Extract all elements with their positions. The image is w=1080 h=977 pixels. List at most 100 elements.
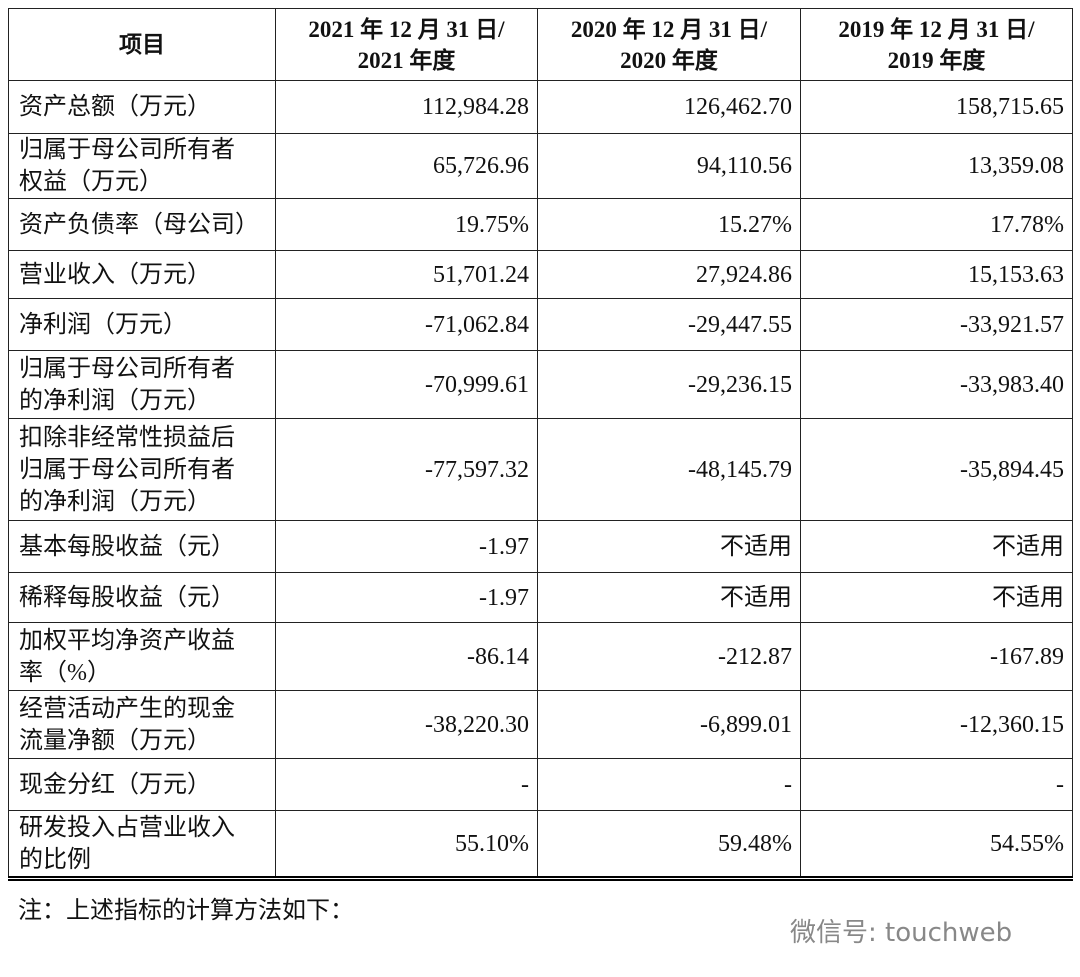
row-label: 研发投入占营业收入 的比例 [8, 810, 276, 879]
row-label: 资产总额（万元） [8, 80, 276, 134]
value-cell: 59.48% [537, 810, 801, 879]
cell-line: 研发投入占营业收入 [19, 814, 235, 841]
table-row: 资产负债率（母公司） 19.75% 15.27% 17.78% [8, 198, 1073, 251]
value-cell: - [537, 758, 801, 811]
value-cell: -35,894.45 [800, 418, 1073, 521]
cell-line: 的净利润（万元） [19, 488, 211, 515]
cell-line: 2021 年 12 月 31 日/ [308, 16, 505, 42]
value-cell: - [800, 758, 1073, 811]
cell-line: 经营活动产生的现金 [19, 695, 235, 722]
value-cell: 17.78% [800, 198, 1073, 251]
cell-line: 扣除非经常性损益后 [19, 424, 235, 451]
value-cell: 55.10% [275, 810, 538, 879]
value-cell: 不适用 [537, 520, 801, 573]
table-row: 稀释每股收益（元） -1.97 不适用 不适用 [8, 572, 1073, 623]
cell-line: 率（%） [19, 659, 111, 686]
header-row: 项目 2021 年 12 月 31 日/2021 年度 2020 年 12 月 31… [8, 8, 1073, 81]
header-cell: 项目 [8, 8, 276, 81]
cell-line: 2021 年度 [357, 47, 456, 73]
value-cell: -86.14 [275, 622, 538, 691]
cell-line: 稀释每股收益（元） [19, 584, 235, 611]
value-cell: 126,462.70 [537, 80, 801, 134]
table-row: 基本每股收益（元） -1.97 不适用 不适用 [8, 520, 1073, 573]
cell-line: 2020 年度 [620, 47, 718, 73]
value-cell: -33,921.57 [800, 298, 1073, 351]
cell-line: 营业收入（万元） [19, 261, 211, 288]
value-cell: -1.97 [275, 572, 538, 623]
value-cell: 112,984.28 [275, 80, 538, 134]
value-cell: -29,447.55 [537, 298, 801, 351]
value-cell: -71,062.84 [275, 298, 538, 351]
header-cell: 2019 年 12 月 31 日/2019 年度 [800, 8, 1073, 81]
row-label: 稀释每股收益（元） [8, 572, 276, 623]
cell-line: 基本每股收益（元） [19, 533, 235, 560]
header-cell: 2021 年 12 月 31 日/2021 年度 [275, 8, 538, 81]
row-label: 现金分红（万元） [8, 758, 276, 811]
table-row: 归属于母公司所有者 的净利润（万元） -70,999.61 -29,236.15 -33… [8, 350, 1073, 419]
row-label: 净利润（万元） [8, 298, 276, 351]
value-cell: - [275, 758, 538, 811]
value-cell: -70,999.61 [275, 350, 538, 419]
value-cell: -12,360.15 [800, 690, 1073, 759]
cell-line: 净利润（万元） [19, 311, 187, 338]
table-row: 净利润（万元） -71,062.84 -29,447.55 -33,921.57 [8, 298, 1073, 351]
watermark: 微信号: touchweb [790, 918, 1013, 948]
table-row: 归属于母公司所有者 权益（万元） 65,726.96 94,110.56 13,359.… [8, 133, 1073, 199]
value-cell: -77,597.32 [275, 418, 538, 521]
row-label: 归属于母公司所有者 的净利润（万元） [8, 350, 276, 419]
value-cell: -33,983.40 [800, 350, 1073, 419]
row-label: 扣除非经常性损益后 归属于母公司所有者 的净利润（万元） [8, 418, 276, 521]
table-row: 现金分红（万元） - - - [8, 758, 1073, 811]
table-row: 加权平均净资产收益 率（%） -86.14 -212.87 -167.89 [8, 622, 1073, 691]
cell-line: 资产负债率（母公司） [19, 211, 259, 238]
value-cell: 不适用 [800, 572, 1073, 623]
row-label: 经营活动产生的现金 流量净额（万元） [8, 690, 276, 759]
cell-line: 2019 年度 [887, 47, 986, 73]
cell-line: 加权平均净资产收益 [19, 627, 235, 654]
cell-line: 现金分红（万元） [19, 771, 211, 798]
cell-line: 的比例 [19, 846, 91, 873]
value-cell: -167.89 [800, 622, 1073, 691]
cell-line: 的净利润（万元） [19, 387, 211, 414]
value-cell: 15.27% [537, 198, 801, 251]
cell-line: 资产总额（万元） [19, 94, 211, 120]
table-row: 经营活动产生的现金 流量净额（万元） -38,220.30 -6,899.01 -12,… [8, 690, 1073, 759]
value-cell: 19.75% [275, 198, 538, 251]
table-row: 研发投入占营业收入 的比例 55.10% 59.48% 54.55% [8, 810, 1073, 879]
table-row: 营业收入（万元） 51,701.24 27,924.86 15,153.63 [8, 250, 1073, 299]
row-label: 资产负债率（母公司） [8, 198, 276, 251]
cell-line: 流量净额（万元） [19, 727, 211, 754]
cell-line: 2019 年 12 月 31 日/ [838, 16, 1035, 42]
value-cell: -212.87 [537, 622, 801, 691]
value-cell: 94,110.56 [537, 133, 801, 199]
data-table: 项目 2021 年 12 月 31 日/2021 年度 2020 年 12 月 31… [8, 8, 1073, 881]
row-label: 营业收入（万元） [8, 250, 276, 299]
value-cell: -38,220.30 [275, 690, 538, 759]
value-cell: 27,924.86 [537, 250, 801, 299]
cell-line: 权益（万元） [19, 169, 163, 195]
cell-line: 2020 年 12 月 31 日/ [570, 16, 768, 42]
table-row: 资产总额（万元） 112,984.28 126,462.70 158,715.65 [8, 80, 1073, 134]
value-cell: -29,236.15 [537, 350, 801, 419]
cell-line: 归属于母公司所有者 [19, 137, 235, 163]
row-label: 加权平均净资产收益 率（%） [8, 622, 276, 691]
cell-line: 归属于母公司所有者 [19, 456, 235, 483]
cell-line: 归属于母公司所有者 [19, 355, 235, 382]
value-cell: 13,359.08 [800, 133, 1073, 199]
row-label: 归属于母公司所有者 权益（万元） [8, 133, 276, 199]
value-cell: 不适用 [800, 520, 1073, 573]
value-cell: 158,715.65 [800, 80, 1073, 134]
header-cell: 2020 年 12 月 31 日/2020 年度 [537, 8, 801, 81]
note: 注：上述指标的计算方法如下： [18, 898, 354, 924]
value-cell: 51,701.24 [275, 250, 538, 299]
row-label: 基本每股收益（元） [8, 520, 276, 573]
value-cell: 65,726.96 [275, 133, 538, 199]
value-cell: 54.55% [800, 810, 1073, 879]
table-row: 扣除非经常性损益后 归属于母公司所有者 的净利润（万元） -77,597.32 -48,… [8, 418, 1073, 521]
value-cell: -48,145.79 [537, 418, 801, 521]
value-cell: -1.97 [275, 520, 538, 573]
value-cell: 不适用 [537, 572, 801, 623]
value-cell: -6,899.01 [537, 690, 801, 759]
value-cell: 15,153.63 [800, 250, 1073, 299]
